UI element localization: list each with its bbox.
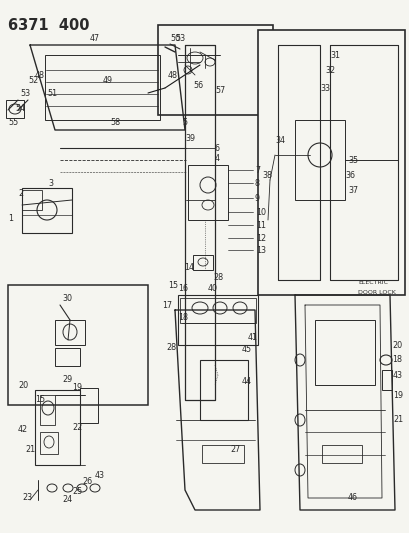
Text: 19: 19 xyxy=(392,391,402,400)
Bar xyxy=(22,190,42,210)
Text: 53: 53 xyxy=(175,34,185,43)
Text: 24: 24 xyxy=(62,496,72,505)
Bar xyxy=(294,120,344,200)
Bar xyxy=(178,295,257,345)
Text: 54: 54 xyxy=(15,103,25,112)
Bar xyxy=(257,30,404,295)
Text: 37: 37 xyxy=(347,185,357,195)
Text: 8: 8 xyxy=(254,179,259,188)
Text: 6: 6 xyxy=(214,143,220,152)
Text: 40: 40 xyxy=(207,284,218,293)
Text: 36: 36 xyxy=(344,171,354,180)
Text: 55: 55 xyxy=(8,117,18,126)
Bar xyxy=(180,298,255,323)
Text: 6371  400: 6371 400 xyxy=(8,18,89,33)
Bar xyxy=(45,55,160,120)
Text: 46: 46 xyxy=(347,494,357,503)
Text: 28: 28 xyxy=(213,272,222,281)
Text: 28: 28 xyxy=(166,343,176,352)
Text: 21: 21 xyxy=(25,446,35,455)
Text: DOOR LOCK: DOOR LOCK xyxy=(357,289,395,295)
Bar xyxy=(193,255,213,270)
Text: 12: 12 xyxy=(255,233,265,243)
Text: 42: 42 xyxy=(18,425,28,434)
Text: 17: 17 xyxy=(162,301,172,310)
Text: 4: 4 xyxy=(214,154,220,163)
Text: 30: 30 xyxy=(62,294,72,303)
Text: 14: 14 xyxy=(184,262,193,271)
Text: 29: 29 xyxy=(62,376,72,384)
Bar xyxy=(202,445,243,463)
Bar xyxy=(321,445,361,463)
Text: 3: 3 xyxy=(48,179,53,188)
Text: 2: 2 xyxy=(18,189,23,198)
Text: 16: 16 xyxy=(178,284,188,293)
Text: 48: 48 xyxy=(35,70,45,79)
Text: 19: 19 xyxy=(72,384,82,392)
Text: 34: 34 xyxy=(274,135,284,144)
Text: 53: 53 xyxy=(20,88,30,98)
Text: 32: 32 xyxy=(324,66,334,75)
Bar xyxy=(314,320,374,385)
Text: 48: 48 xyxy=(168,70,178,79)
Text: 52: 52 xyxy=(28,76,38,85)
Text: 35: 35 xyxy=(347,156,357,165)
Text: 33: 33 xyxy=(319,84,329,93)
Bar xyxy=(55,320,85,345)
Bar xyxy=(6,100,24,118)
Text: 5: 5 xyxy=(182,117,187,126)
Bar xyxy=(22,188,72,233)
Bar xyxy=(55,348,80,366)
Bar xyxy=(200,360,247,420)
Text: 15: 15 xyxy=(168,280,178,289)
Text: 1: 1 xyxy=(8,214,13,222)
Bar xyxy=(157,25,272,115)
Text: ELECTRIC: ELECTRIC xyxy=(357,279,387,285)
Text: 41: 41 xyxy=(247,334,257,343)
Text: 51: 51 xyxy=(47,88,57,98)
Text: 21: 21 xyxy=(392,416,402,424)
Text: 50: 50 xyxy=(170,34,180,43)
Text: 56: 56 xyxy=(193,80,202,90)
Bar xyxy=(40,432,58,454)
Text: 43: 43 xyxy=(392,370,402,379)
Text: 7: 7 xyxy=(254,166,259,174)
Bar xyxy=(381,370,391,390)
Bar xyxy=(35,390,80,465)
Text: 10: 10 xyxy=(255,207,265,216)
Text: 31: 31 xyxy=(329,51,339,60)
Text: 57: 57 xyxy=(214,85,225,94)
Text: 38: 38 xyxy=(261,171,271,180)
Text: 44: 44 xyxy=(241,377,252,386)
Text: 11: 11 xyxy=(255,221,265,230)
Bar xyxy=(188,165,227,220)
Text: 20: 20 xyxy=(391,341,401,350)
Text: 23: 23 xyxy=(22,494,32,503)
Text: 13: 13 xyxy=(255,246,265,254)
Text: 39: 39 xyxy=(184,133,195,142)
Text: 26: 26 xyxy=(82,478,92,487)
Bar xyxy=(80,388,98,423)
Text: 43: 43 xyxy=(95,471,105,480)
Text: 47: 47 xyxy=(90,34,100,43)
Text: 15: 15 xyxy=(35,395,45,405)
Text: 20: 20 xyxy=(18,381,28,390)
Bar xyxy=(8,285,148,405)
Text: 58: 58 xyxy=(110,117,120,126)
Text: 22: 22 xyxy=(72,424,82,432)
Bar xyxy=(40,395,55,425)
Text: 9: 9 xyxy=(254,193,259,203)
Text: 27: 27 xyxy=(229,446,240,455)
Text: 25: 25 xyxy=(72,488,82,497)
Text: 18: 18 xyxy=(391,356,401,365)
Text: 18: 18 xyxy=(178,313,188,322)
Text: 49: 49 xyxy=(103,76,113,85)
Text: 45: 45 xyxy=(241,345,252,354)
